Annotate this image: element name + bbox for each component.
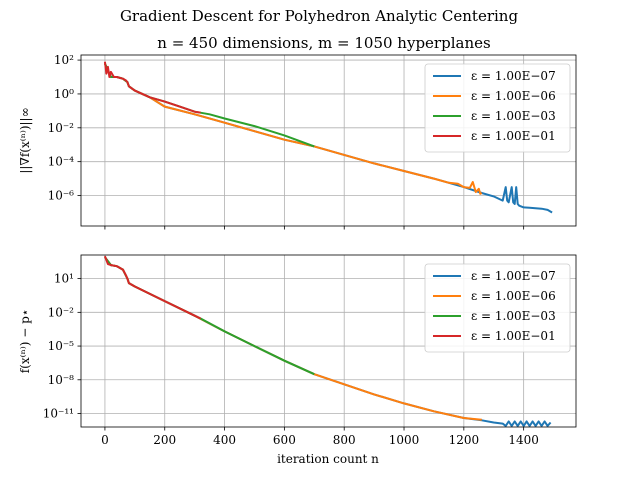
subopt-ytick-label-3: 10⁻⁸ bbox=[48, 373, 75, 387]
gradient-norm-ylabel: ||∇f(x⁽ⁿ⁾)||∞ bbox=[18, 107, 32, 173]
subopt-legend-label-1: ε = 1.00E−06 bbox=[471, 289, 556, 303]
grad-line-3 bbox=[103, 61, 201, 114]
gradient-norm-ticks: 10² 10⁰ 10⁻² 10⁻⁴ 10⁻⁶ bbox=[48, 53, 525, 230]
suboptimality-legend: ε = 1.00E−07 ε = 1.00E−06 ε = 1.00E−03 ε = … bbox=[424, 263, 571, 353]
grad-ytick-label-3: 10⁻⁴ bbox=[48, 155, 75, 169]
suboptimality-series bbox=[103, 255, 552, 427]
subopt-xtick-label-7: 1400 bbox=[508, 433, 539, 447]
grad-legend-label-0: ε = 1.00E−07 bbox=[471, 69, 556, 83]
x-axis-label: iteration count n bbox=[277, 452, 379, 466]
subopt-legend-label-0: ε = 1.00E−07 bbox=[471, 269, 556, 283]
subopt-ytick-label-0: 10¹ bbox=[54, 272, 74, 286]
subopt-xtick-label-0: 0 bbox=[101, 433, 109, 447]
suboptimality-ticks: 0 200 400 600 800 1000 1200 1400 10¹ 10⁻² 10⁻⁵ 10⁻⁸… bbox=[43, 272, 539, 447]
grad-line-2 bbox=[103, 63, 315, 148]
grad-ytick-label-4: 10⁻⁶ bbox=[48, 189, 75, 203]
gradient-norm-series bbox=[103, 61, 553, 214]
grad-legend-label-2: ε = 1.00E−03 bbox=[471, 109, 556, 123]
subopt-legend-label-3: ε = 1.00E−01 bbox=[471, 329, 556, 343]
figure-title: Gradient Descent for Polyhedron Analytic… bbox=[120, 7, 518, 25]
suboptimality-axes: 0 200 400 600 800 1000 1200 1400 10¹ 10⁻² 10⁻⁵ 10⁻⁸… bbox=[18, 254, 577, 447]
gradient-norm-frame bbox=[80, 54, 577, 227]
subopt-ytick-label-4: 10⁻¹¹ bbox=[43, 407, 74, 421]
subopt-xtick-label-3: 600 bbox=[273, 433, 296, 447]
grad-legend-label-3: ε = 1.00E−01 bbox=[471, 129, 556, 143]
subopt-line-3 bbox=[103, 255, 202, 320]
grad-legend-box bbox=[424, 63, 571, 153]
grad-ytick-label-2: 10⁻² bbox=[48, 121, 75, 135]
subopt-xtick-label-1: 200 bbox=[153, 433, 176, 447]
grad-ytick-label-0: 10² bbox=[54, 53, 74, 67]
subopt-legend-box bbox=[424, 263, 571, 353]
suboptimality-frame bbox=[80, 254, 577, 428]
subopt-legend-label-2: ε = 1.00E−03 bbox=[471, 309, 556, 323]
subopt-xtick-label-6: 1200 bbox=[449, 433, 480, 447]
subopt-xtick-label-5: 1000 bbox=[389, 433, 420, 447]
subopt-xtick-label-2: 400 bbox=[213, 433, 236, 447]
subopt-ytick-label-2: 10⁻⁵ bbox=[48, 339, 75, 353]
grad-ytick-label-1: 10⁰ bbox=[54, 87, 74, 101]
gradient-norm-legend: ε = 1.00E−07 ε = 1.00E−06 ε = 1.00E−03 ε = … bbox=[424, 63, 571, 153]
gradient-norm-axes: 10² 10⁰ 10⁻² 10⁻⁴ 10⁻⁶ ||∇f(x⁽ⁿ⁾)||∞ ε = 1.0… bbox=[18, 53, 577, 230]
subopt-ytick-label-1: 10⁻² bbox=[48, 305, 75, 319]
grad-legend-label-1: ε = 1.00E−06 bbox=[471, 89, 556, 103]
figure-subtitle: n = 450 dimensions, m = 1050 hyperplanes bbox=[157, 34, 490, 52]
subopt-line-2 bbox=[104, 256, 315, 376]
suboptimality-ylabel: f(x⁽ⁿ⁾) − p⋆ bbox=[18, 309, 32, 374]
subopt-xtick-label-4: 800 bbox=[333, 433, 356, 447]
